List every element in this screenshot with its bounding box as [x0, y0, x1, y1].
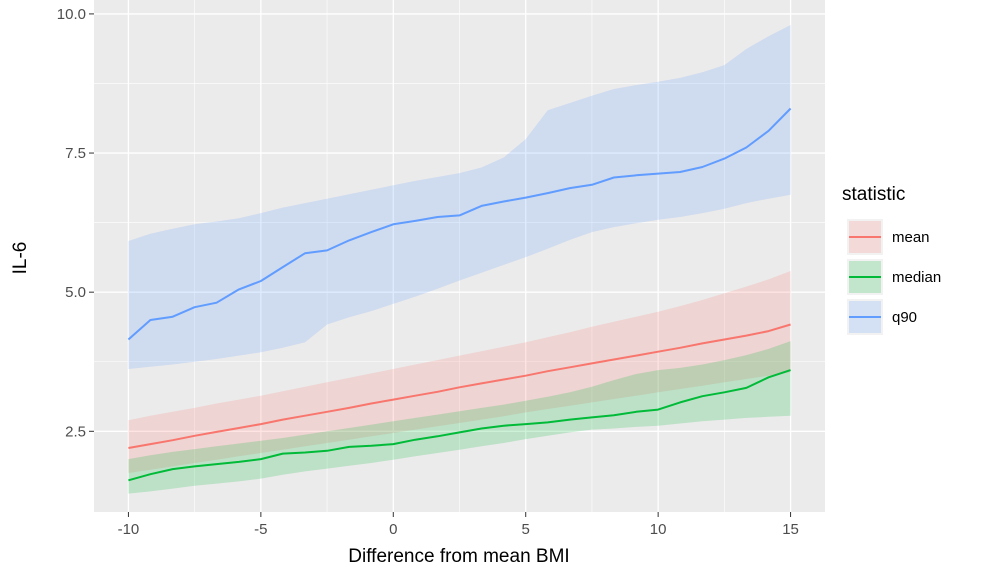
x-tick-label: 15	[782, 521, 799, 538]
x-tick-label: -10	[118, 521, 140, 538]
x-axis: -10 -5 0 5 10 15	[118, 512, 799, 538]
mean-ribbon	[128, 271, 791, 473]
y-axis: 2.5 5.0 7.5 10.0	[57, 6, 94, 440]
legend-item-mean: mean	[847, 219, 930, 255]
q90-line	[127, 107, 792, 341]
x-tick-label: -5	[254, 521, 267, 538]
legend-label: median	[892, 269, 941, 286]
series-lines	[127, 107, 792, 482]
x-tick-label: 0	[389, 521, 397, 538]
confidence-ribbons	[128, 25, 791, 494]
median-ribbon	[128, 341, 791, 494]
q90-ribbon	[128, 25, 791, 369]
y-tick-label: 5.0	[65, 284, 86, 301]
x-tick-label: 10	[650, 521, 667, 538]
x-axis-title: Difference from mean BMI	[348, 546, 569, 567]
legend-label: mean	[892, 229, 930, 246]
mean-line	[128, 323, 791, 449]
y-axis-title: IL-6	[10, 242, 31, 275]
legend: statistic mean median q90	[842, 184, 941, 335]
x-tick-label: 5	[522, 521, 530, 538]
legend-label: q90	[892, 309, 917, 326]
legend-item-q90: q90	[847, 299, 917, 335]
minor-gridlines	[94, 0, 825, 512]
y-tick-label: 2.5	[65, 423, 86, 440]
legend-item-median: median	[847, 259, 941, 295]
major-gridlines	[94, 0, 825, 512]
y-tick-label: 7.5	[65, 145, 86, 162]
y-tick-label: 10.0	[57, 6, 86, 23]
legend-title: statistic	[842, 184, 905, 205]
median-line	[128, 369, 791, 482]
